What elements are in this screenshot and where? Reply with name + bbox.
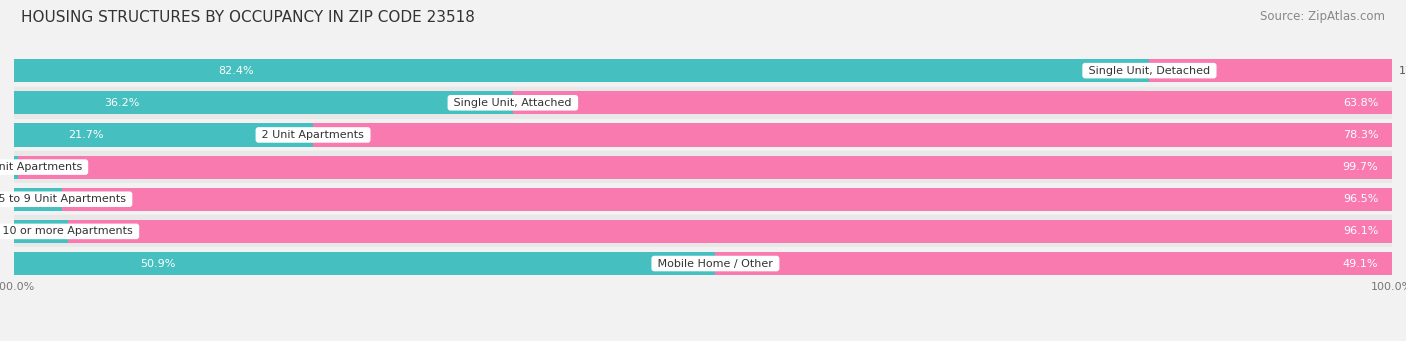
Text: Source: ZipAtlas.com: Source: ZipAtlas.com (1260, 10, 1385, 23)
Text: 36.2%: 36.2% (104, 98, 139, 108)
Text: Mobile Home / Other: Mobile Home / Other (654, 258, 776, 269)
Text: 5 to 9 Unit Apartments: 5 to 9 Unit Apartments (0, 194, 129, 204)
Text: 96.5%: 96.5% (1343, 194, 1378, 204)
Bar (14, 188, 62, 211)
Text: 3.5%: 3.5% (27, 194, 55, 204)
Bar (14, 55, 1392, 87)
Bar (513, 91, 1392, 114)
Text: 2 Unit Apartments: 2 Unit Apartments (259, 130, 368, 140)
Bar (14, 123, 314, 147)
Bar (14, 220, 67, 243)
Text: 0.29%: 0.29% (0, 162, 14, 172)
Legend: Owner-occupied, Renter-occupied: Owner-occupied, Renter-occupied (571, 336, 835, 341)
Bar (314, 123, 1392, 147)
Bar (14, 248, 1392, 280)
Text: HOUSING STRUCTURES BY OCCUPANCY IN ZIP CODE 23518: HOUSING STRUCTURES BY OCCUPANCY IN ZIP C… (21, 10, 475, 25)
Bar (14, 59, 1150, 82)
Bar (14, 87, 1392, 119)
Bar (14, 91, 513, 114)
Text: 17.6%: 17.6% (1399, 65, 1406, 76)
Text: Single Unit, Detached: Single Unit, Detached (1085, 65, 1213, 76)
Text: 82.4%: 82.4% (218, 65, 254, 76)
Bar (14, 119, 1392, 151)
Bar (14, 155, 18, 179)
Text: 78.3%: 78.3% (1343, 130, 1378, 140)
Text: 3 or 4 Unit Apartments: 3 or 4 Unit Apartments (0, 162, 86, 172)
Text: 10 or more Apartments: 10 or more Apartments (0, 226, 136, 236)
Text: 99.7%: 99.7% (1343, 162, 1378, 172)
Text: 49.1%: 49.1% (1343, 258, 1378, 269)
Bar (14, 252, 716, 275)
Text: 63.8%: 63.8% (1343, 98, 1378, 108)
Text: 50.9%: 50.9% (141, 258, 176, 269)
Bar (14, 215, 1392, 248)
Bar (14, 151, 1392, 183)
Text: 96.1%: 96.1% (1343, 226, 1378, 236)
Text: 21.7%: 21.7% (67, 130, 104, 140)
Text: 3.9%: 3.9% (32, 226, 60, 236)
Bar (716, 252, 1392, 275)
Bar (62, 188, 1392, 211)
Bar (67, 220, 1392, 243)
Bar (14, 183, 1392, 215)
Bar (1150, 59, 1392, 82)
Text: Single Unit, Attached: Single Unit, Attached (450, 98, 575, 108)
Bar (18, 155, 1392, 179)
